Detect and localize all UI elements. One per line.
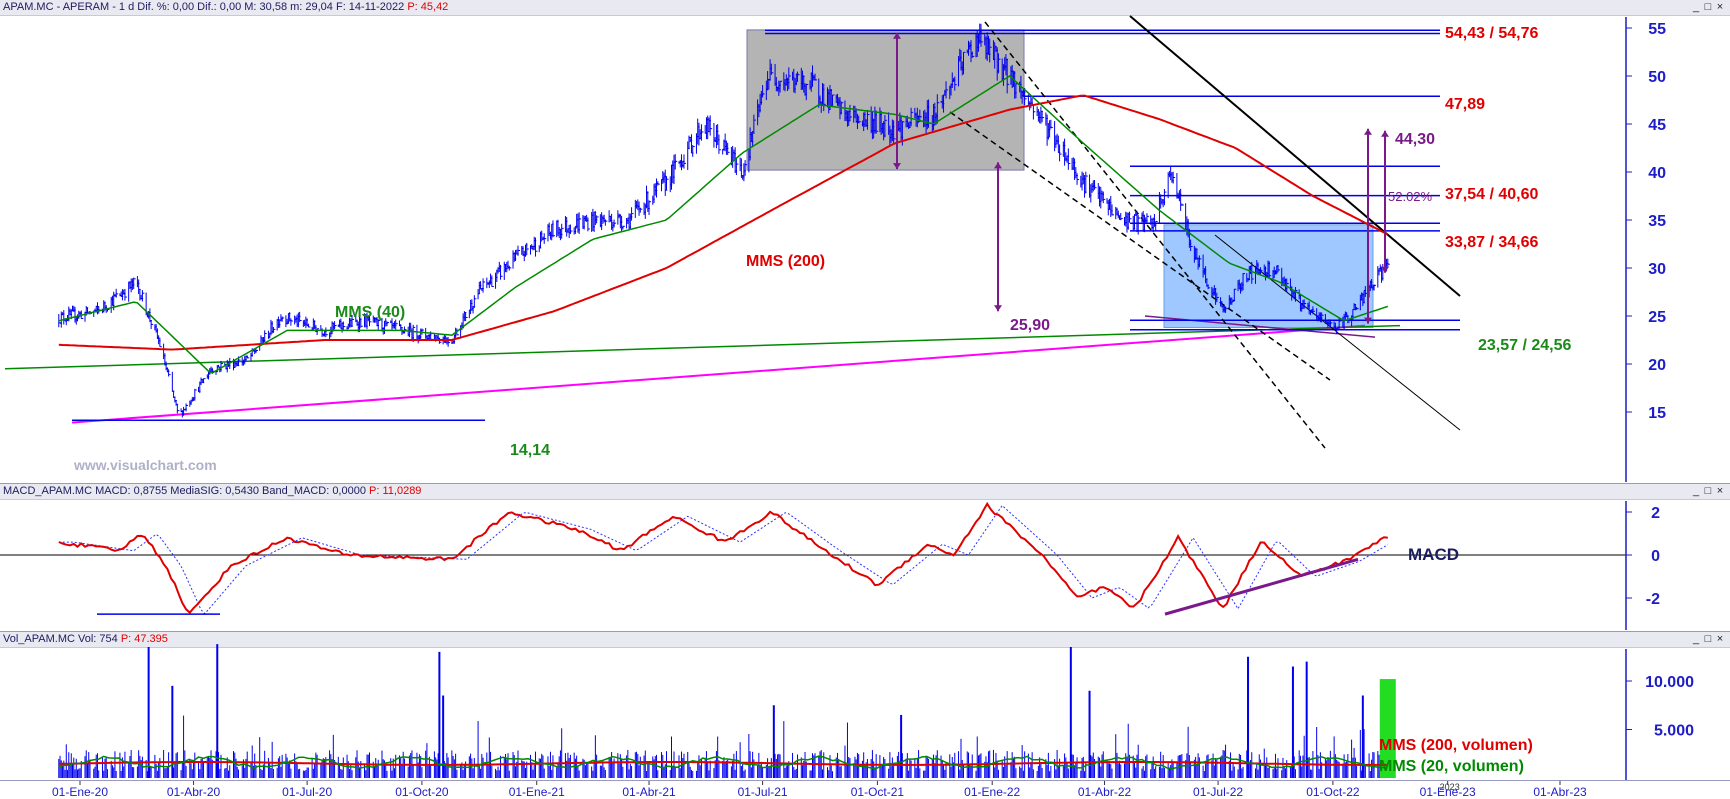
xaxis-tick-label: 01-Ene-20	[52, 785, 108, 799]
price-panel-header: APAM.MC - APERAM - 1 d Dif. %: 0,00 Dif.…	[0, 0, 1730, 16]
window-buttons: _ □ ×	[1690, 1, 1726, 14]
mms40-line	[58, 75, 1389, 374]
xaxis-tick-label: 01-Abr-21	[622, 785, 676, 799]
xaxis-tick-label: 01-Jul-22	[1193, 785, 1243, 799]
xaxis-tick-label: 01-Abr-20	[167, 785, 221, 799]
volume-bar-last	[1379, 679, 1396, 778]
watermark: www.visualchart.com	[73, 457, 217, 473]
xaxis-tick-label: 01-Oct-21	[851, 785, 905, 799]
xaxis-tick-label: 01-Jul-21	[738, 785, 788, 799]
xaxis-tick-label: 01-Ene-21	[509, 785, 565, 799]
macd-trendline	[1164, 557, 1359, 616]
volume-minimize-button[interactable]: _	[1692, 633, 1700, 645]
macd-maximize-button[interactable]: □	[1704, 485, 1712, 497]
measure-arrow-box-head-bottom	[893, 163, 901, 170]
channel-upper-dashed	[984, 21, 1326, 449]
consolidation-box-2022	[1163, 224, 1374, 329]
price-tick-label: 25	[1648, 309, 1666, 326]
downtrend-line-1	[1129, 15, 1461, 297]
macd-signal-line	[58, 504, 1389, 615]
volume-mms200-label: MMS (200, volumen)	[1379, 737, 1533, 754]
measure-arrow-2590-head-bottom	[994, 305, 1002, 312]
macd-tick-label: 0	[1651, 548, 1660, 565]
mms200-line	[58, 94, 1389, 351]
xaxis-tick-label: 01-Ene-23	[1420, 785, 1476, 799]
macd-panel: MACD_APAM.MC MACD: 0,8755 MediaSIG: 0,54…	[0, 483, 1730, 630]
volume-close-button[interactable]: ×	[1716, 633, 1724, 645]
volume-tick-label: 5.000	[1654, 723, 1694, 740]
measure-arrow-pct-head-bottom	[1381, 266, 1389, 273]
macd-header-text: MACD_APAM.MC MACD: 0,8755 MediaSIG: 0,54…	[3, 485, 366, 497]
macd-header-p: P: 11,0289	[369, 485, 422, 497]
price-header-p: P: 45,42	[407, 1, 449, 13]
xaxis-tick-label: 01-Oct-22	[1306, 785, 1360, 799]
xaxis-tick-label: 01-Abr-22	[1078, 785, 1132, 799]
price-chart: 54,43 / 54,76 47,89 44,30 52.02% 37,54 / 40,…	[4, 15, 1666, 482]
macd-tick-label: 2	[1651, 505, 1660, 522]
volume-panel: Vol_APAM.MC Vol: 754 P: 47.395 _ □ × MMS (…	[0, 631, 1730, 780]
price-tick-label: 20	[1648, 357, 1666, 374]
label-mms200: MMS (200)	[746, 253, 825, 270]
measure-arrow-box-head-top	[893, 32, 901, 39]
label-mms40: MMS (40)	[335, 304, 405, 321]
volume-chart: MMS (200, volumen) MMS (20, volumen) 10.00…	[58, 644, 1694, 780]
price-tick-label: 15	[1648, 405, 1666, 422]
volume-mms20-line	[58, 755, 1387, 770]
label-pct: 52.02%	[1388, 189, 1433, 204]
macd-window-buttons: _ □ ×	[1690, 485, 1726, 498]
macd-line	[58, 501, 1388, 615]
xaxis-tick-label: 01-Abr-23	[1533, 785, 1587, 799]
macd-panel-header: MACD_APAM.MC MACD: 0,8755 MediaSIG: 0,54…	[0, 484, 1730, 500]
price-tick-label: 30	[1648, 261, 1666, 278]
label-47-89: 47,89	[1445, 96, 1485, 113]
xaxis-tick-label: 01-Jul-20	[282, 785, 332, 799]
time-axis-labels: 01-Ene-20 01-Abr-20 01-Jul-20 01-Oct-20 01-E…	[52, 781, 1587, 799]
maximize-button[interactable]: □	[1704, 1, 1712, 13]
measure-arrow-4430-head-top	[1364, 128, 1372, 135]
price-tick-label: 45	[1648, 117, 1666, 134]
label-25-90: 25,90	[1010, 317, 1050, 334]
label-14-14: 14,14	[510, 442, 550, 459]
time-axis: 01-Ene-20 01-Abr-20 01-Jul-20 01-Oct-20 01-E…	[0, 780, 1730, 799]
measure-arrow-4430-head-bottom	[1364, 317, 1372, 324]
price-tick-label: 55	[1648, 21, 1666, 38]
volume-tick-label: 10.000	[1645, 674, 1694, 691]
xaxis-tick-label: 01-Oct-20	[395, 785, 449, 799]
close-button[interactable]: ×	[1716, 1, 1724, 13]
volume-header-p: P: 47.395	[120, 633, 168, 645]
volume-mms20-label: MMS (20, volumen)	[1379, 758, 1524, 775]
volume-window-buttons: _ □ ×	[1690, 633, 1726, 646]
xaxis-year-label: 2023	[1440, 782, 1460, 792]
price-tick-label: 50	[1648, 69, 1666, 86]
magenta-trendline	[71, 324, 1366, 424]
volume-panel-header: Vol_APAM.MC Vol: 754 P: 47.395 _ □ ×	[0, 632, 1730, 648]
channel-lower-dashed	[949, 111, 1331, 381]
price-header-text: APAM.MC - APERAM - 1 d Dif. %: 0,00 Dif.…	[3, 1, 405, 13]
volume-mms200-line	[58, 761, 1387, 766]
macd-close-button[interactable]: ×	[1716, 485, 1724, 497]
label-37-54: 37,54 / 40,60	[1445, 186, 1539, 203]
volume-maximize-button[interactable]: □	[1704, 633, 1712, 645]
measure-arrow-pct-head-top	[1381, 130, 1389, 137]
macd-minimize-button[interactable]: _	[1692, 485, 1700, 497]
price-tick-label: 40	[1648, 165, 1666, 182]
label-44-30: 44,30	[1395, 131, 1435, 148]
consolidation-box-2021	[746, 29, 1025, 171]
label-23-57: 23,57 / 24,56	[1478, 337, 1572, 354]
price-tick-label: 35	[1648, 213, 1666, 230]
minimize-button[interactable]: _	[1692, 1, 1700, 13]
price-panel: APAM.MC - APERAM - 1 d Dif. %: 0,00 Dif.…	[0, 0, 1730, 482]
label-54-43: 54,43 / 54,76	[1445, 25, 1539, 42]
xaxis-tick-label: 01-Ene-22	[964, 785, 1020, 799]
macd-chart: MACD 2 0 -2	[0, 501, 1660, 630]
macd-tick-label: -2	[1646, 591, 1660, 608]
label-33-87: 33,87 / 34,66	[1445, 234, 1539, 251]
measure-arrow-2590-head-top	[994, 162, 1002, 169]
volume-header-text: Vol_APAM.MC Vol: 754	[3, 633, 118, 645]
macd-label: MACD	[1408, 545, 1459, 564]
